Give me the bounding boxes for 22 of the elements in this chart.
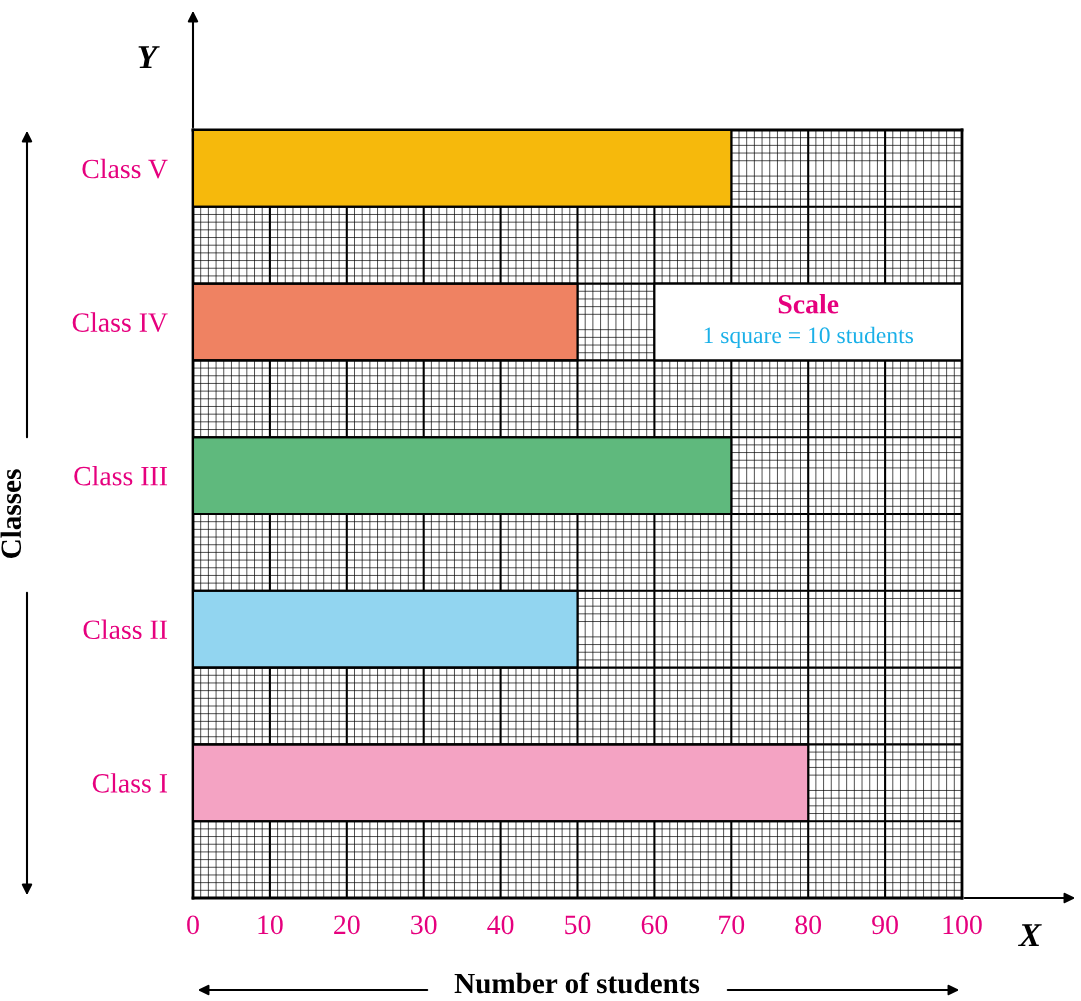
x-tick-label: 70 — [719, 915, 745, 935]
y-tick-label: Class III — [74, 465, 168, 486]
x-tick-label: 30 — [411, 915, 437, 935]
y-tick-label: Class IV — [72, 312, 168, 333]
x-tick-label: 40 — [487, 915, 514, 935]
y-tick-label: Class II — [83, 619, 168, 640]
x-tick-label: 80 — [795, 915, 822, 935]
y-tick-label: Class V — [82, 158, 168, 179]
x-tick-label: 20 — [334, 915, 360, 935]
x-tick-label: 60 — [641, 915, 668, 935]
text: Y — [138, 46, 160, 69]
y-axis-title: Classes — [0, 469, 22, 558]
x-tick-label: 90 — [872, 915, 898, 935]
x-axis-title: Number of students — [454, 972, 700, 994]
x-tick-label: 50 — [565, 915, 591, 935]
x-tick-label: 100 — [943, 915, 982, 935]
y-tick-label: Class I — [92, 773, 168, 793]
annotation: Scale — [778, 294, 839, 314]
text: X — [1018, 924, 1042, 947]
x-tick-label: 10 — [258, 915, 283, 935]
x-tick-label: 0 — [187, 915, 199, 935]
annotation: 1 square = 10 students — [704, 326, 914, 349]
